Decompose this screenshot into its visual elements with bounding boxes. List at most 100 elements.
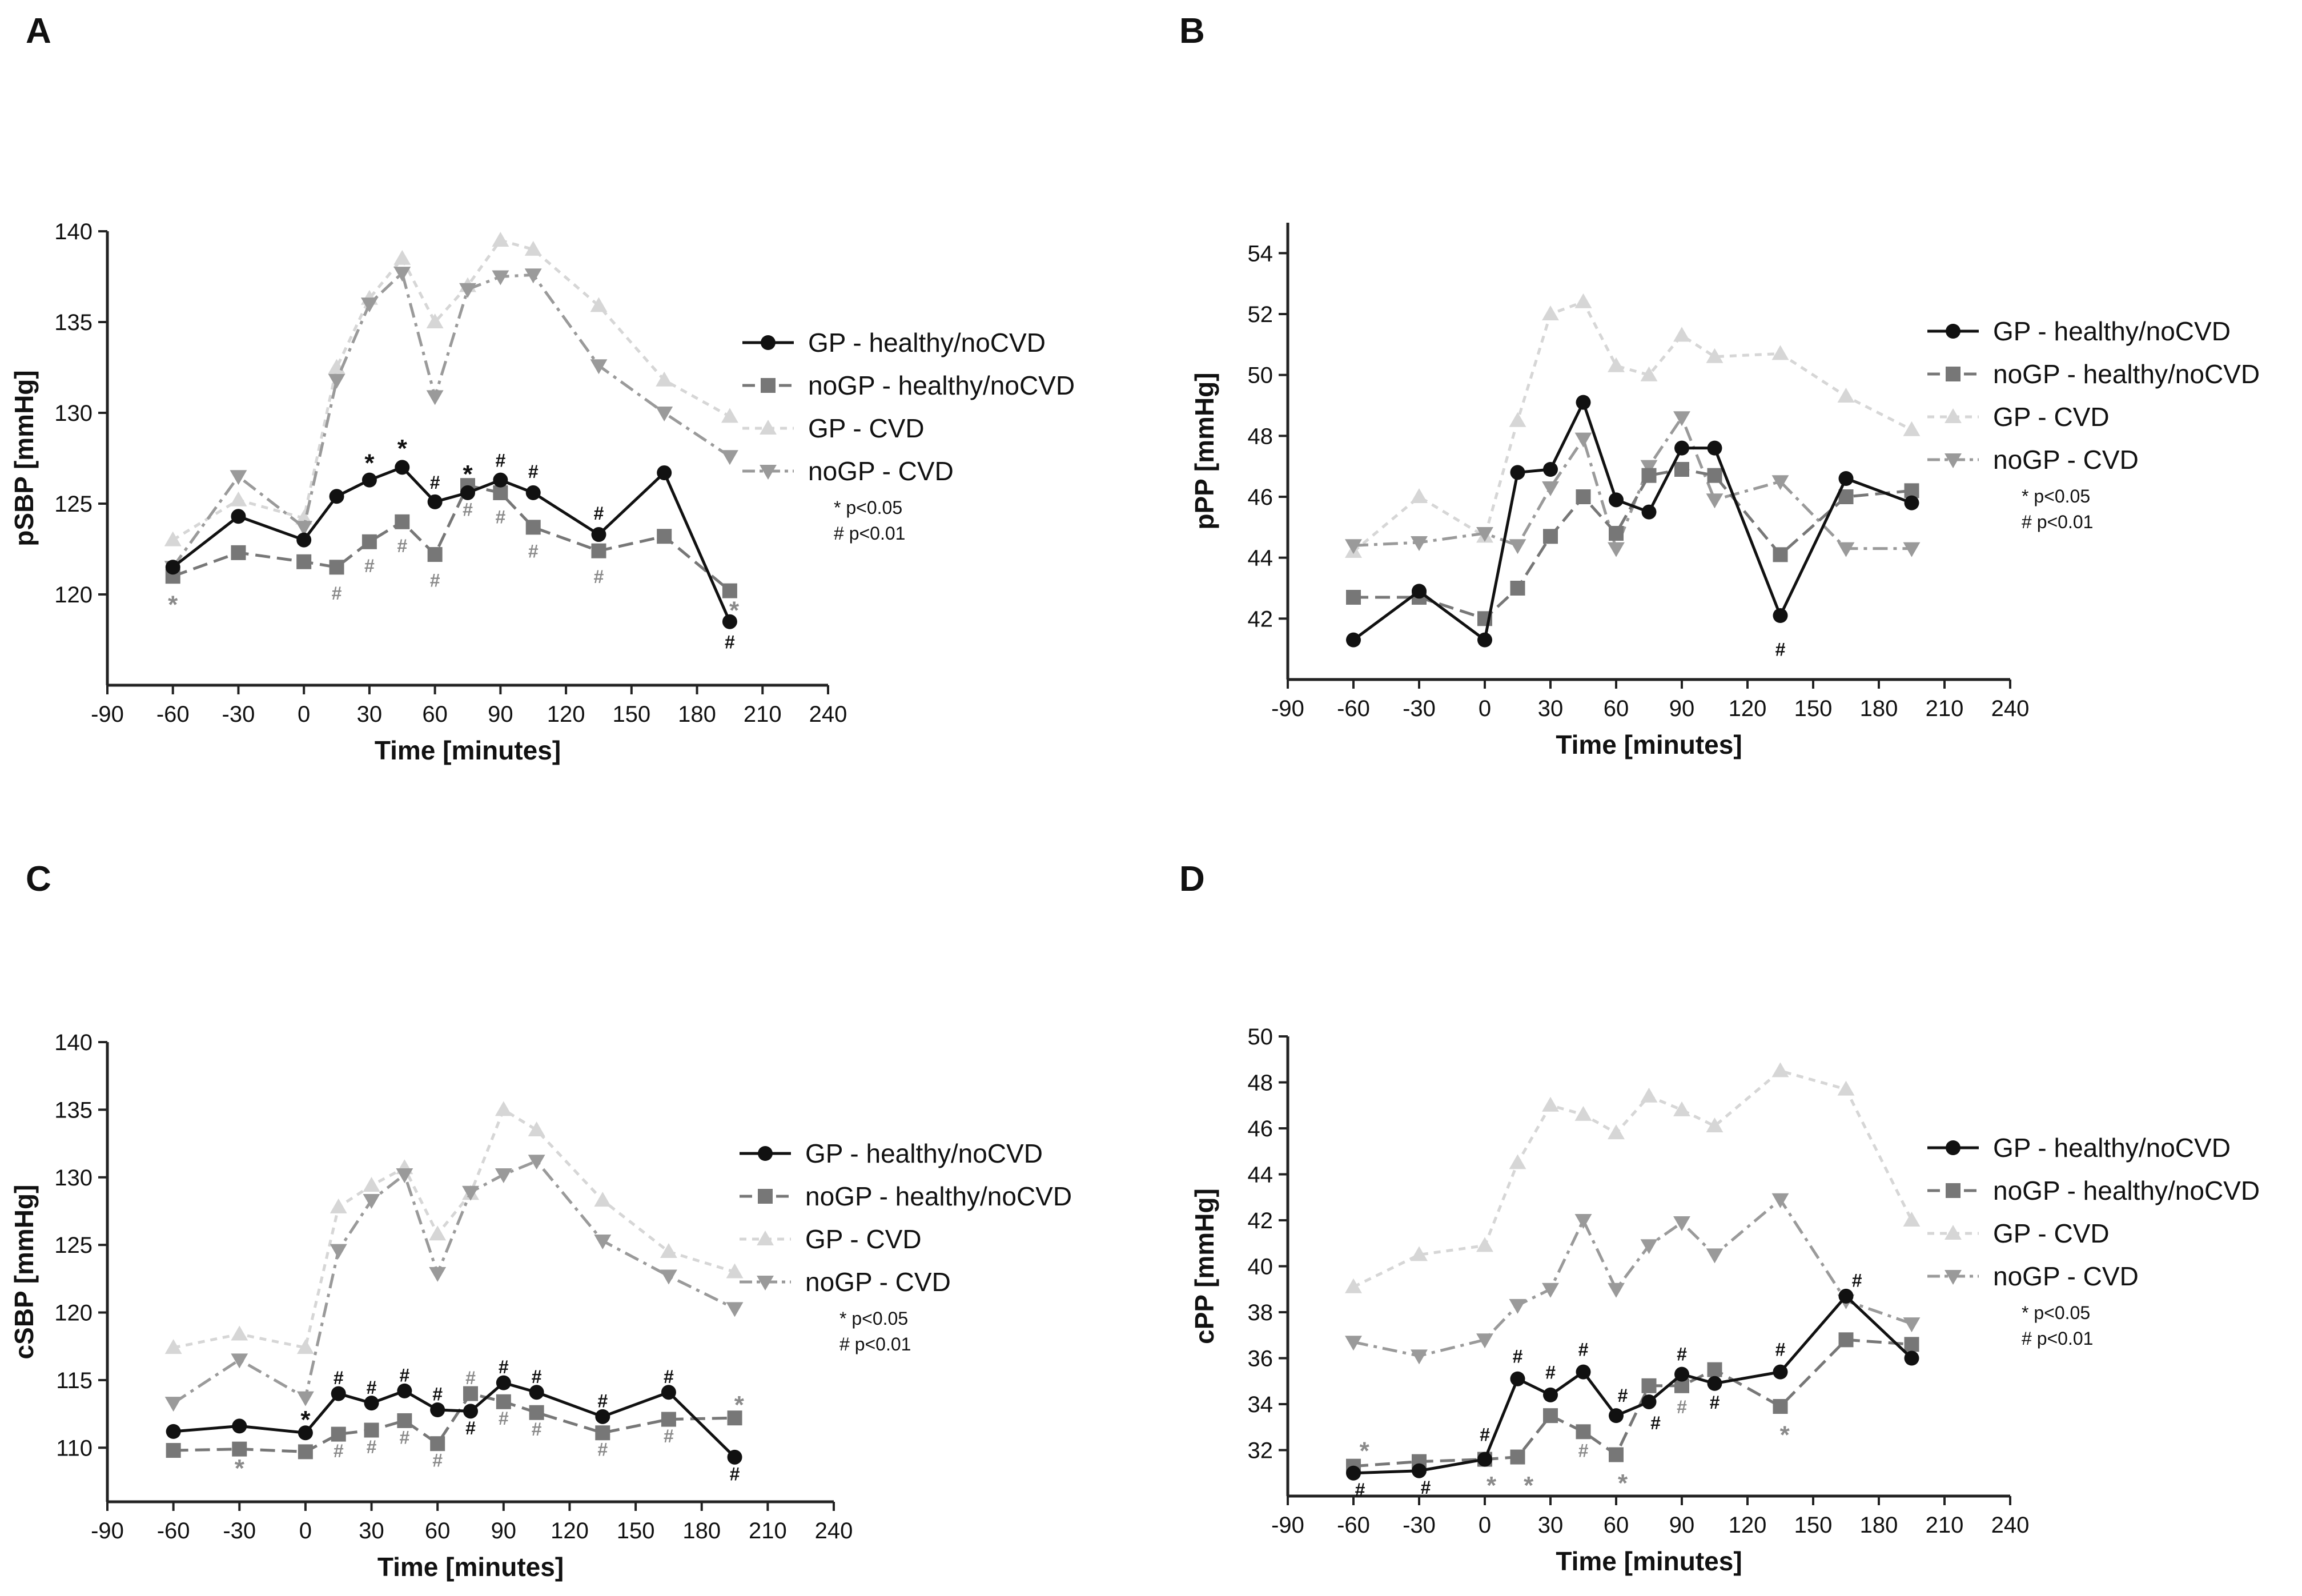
x-tick-label: 0 [1479, 696, 1491, 721]
y-tick-label: 110 [56, 1436, 93, 1461]
significance-note: # p<0.01 [839, 1334, 911, 1354]
data-point-nogp-healthy [1773, 547, 1788, 562]
legend-label: GP - CVD [808, 413, 925, 443]
significance-marker: # [597, 1390, 608, 1411]
data-point-nogp-cvd [1608, 1283, 1625, 1298]
data-point-gp-healthy [493, 472, 508, 488]
y-tick-label: 125 [54, 1233, 93, 1258]
data-point-gp-healthy [331, 1386, 346, 1401]
x-tick-label: 150 [1794, 696, 1833, 721]
legend-marker-nogp-healthy [761, 378, 776, 393]
data-point-nogp-cvd [1640, 460, 1658, 475]
x-axis-label: Time [minutes] [377, 1552, 564, 1582]
y-tick-label: 32 [1248, 1438, 1273, 1464]
data-point-gp-cvd [230, 491, 247, 506]
data-point-gp-cvd [363, 1177, 380, 1192]
data-point-nogp-cvd [1837, 542, 1855, 557]
y-tick-label: 44 [1248, 1163, 1273, 1188]
data-point-nogp-cvd [295, 521, 313, 536]
y-axis-label: pPP [mmHg] [1190, 372, 1219, 529]
panel-letter: B [1179, 11, 1205, 51]
data-point-gp-cvd [1837, 1080, 1855, 1096]
data-point-nogp-cvd [1411, 536, 1428, 551]
significance-marker: # [1650, 1413, 1661, 1433]
legend-label: noGP - healthy/noCVD [1993, 359, 2260, 389]
data-point-nogp-healthy [395, 514, 410, 529]
significance-marker: # [1578, 1441, 1589, 1461]
data-point-gp-cvd [1411, 488, 1428, 504]
legend-label: GP - CVD [805, 1224, 922, 1254]
data-point-nogp-cvd [360, 298, 378, 313]
y-tick-label: 120 [54, 582, 93, 608]
data-point-nogp-healthy [1510, 1449, 1525, 1465]
y-tick-label: 48 [1248, 424, 1273, 449]
data-point-gp-healthy [1641, 504, 1657, 520]
y-axis-label: pSBP [mmHg] [9, 370, 39, 546]
data-point-gp-healthy [1510, 465, 1525, 480]
data-point-nogp-healthy [1674, 462, 1689, 477]
y-tick-label: 46 [1248, 1116, 1273, 1141]
significance-marker: # [499, 1408, 509, 1429]
significance-marker: # [664, 1426, 674, 1446]
significance-marker: # [1513, 1346, 1523, 1366]
data-point-nogp-cvd [1509, 1298, 1526, 1314]
y-tick-label: 135 [54, 1097, 93, 1123]
data-point-nogp-cvd [524, 268, 542, 284]
significance-marker: # [499, 1357, 509, 1377]
significance-marker: * [397, 435, 408, 463]
significance-marker: # [432, 1384, 443, 1405]
x-tick-label: 0 [299, 1518, 312, 1543]
data-point-nogp-healthy [397, 1413, 412, 1428]
data-point-nogp-cvd [429, 1267, 447, 1282]
significance-marker: * [235, 1454, 245, 1482]
data-point-nogp-cvd [1509, 539, 1526, 554]
x-tick-label: 240 [815, 1518, 853, 1543]
data-point-gp-cvd [1542, 305, 1559, 321]
x-tick-label: 120 [551, 1518, 589, 1543]
x-tick-label: 240 [1991, 1513, 2030, 1538]
data-point-gp-cvd [656, 371, 673, 387]
data-point-nogp-healthy [661, 1412, 676, 1427]
x-tick-label: 150 [612, 702, 650, 727]
data-point-nogp-healthy [529, 1405, 544, 1420]
data-point-gp-healthy [1412, 1463, 1427, 1478]
data-point-gp-cvd [393, 250, 411, 265]
legend-marker-gp-cvd [757, 1231, 774, 1246]
panel-letter: C [26, 859, 51, 899]
data-point-nogp-cvd [1476, 1333, 1493, 1349]
data-point-gp-healthy [661, 1385, 676, 1400]
significance-marker: # [1677, 1344, 1687, 1364]
data-point-gp-healthy [1576, 1364, 1591, 1380]
legend-marker-gp-healthy [758, 1146, 773, 1161]
y-tick-label: 36 [1248, 1346, 1273, 1372]
data-point-gp-healthy [496, 1375, 511, 1390]
data-point-gp-healthy [1477, 1452, 1492, 1467]
significance-marker: # [432, 1450, 443, 1471]
x-tick-label: -90 [1271, 1513, 1304, 1538]
data-point-nogp-cvd [1608, 542, 1625, 557]
x-tick-label: 60 [1604, 1513, 1629, 1538]
x-tick-label: 210 [744, 702, 782, 727]
significance-marker: # [1355, 1480, 1365, 1500]
y-tick-label: 46 [1248, 485, 1273, 510]
y-tick-label: 34 [1248, 1392, 1273, 1417]
data-point-gp-cvd [1837, 388, 1855, 403]
significance-marker: # [1545, 1362, 1556, 1383]
data-point-gp-cvd [660, 1243, 677, 1259]
panel-letter: D [1179, 859, 1205, 899]
significance-marker: # [364, 556, 375, 576]
significance-marker: # [528, 461, 539, 482]
data-point-nogp-cvd [1574, 1213, 1592, 1229]
legend-label: noGP - CVD [808, 456, 954, 486]
x-tick-label: -30 [1403, 696, 1436, 721]
data-point-gp-cvd [1706, 1117, 1724, 1133]
x-axis-label: Time [minutes] [1556, 730, 1742, 759]
x-tick-label: -60 [1337, 1513, 1370, 1538]
data-point-nogp-cvd [492, 270, 509, 286]
y-tick-label: 40 [1248, 1255, 1273, 1280]
significance-note: * p<0.05 [2022, 1302, 2090, 1323]
data-point-nogp-cvd [656, 406, 673, 421]
data-point-gp-healthy [165, 560, 180, 575]
